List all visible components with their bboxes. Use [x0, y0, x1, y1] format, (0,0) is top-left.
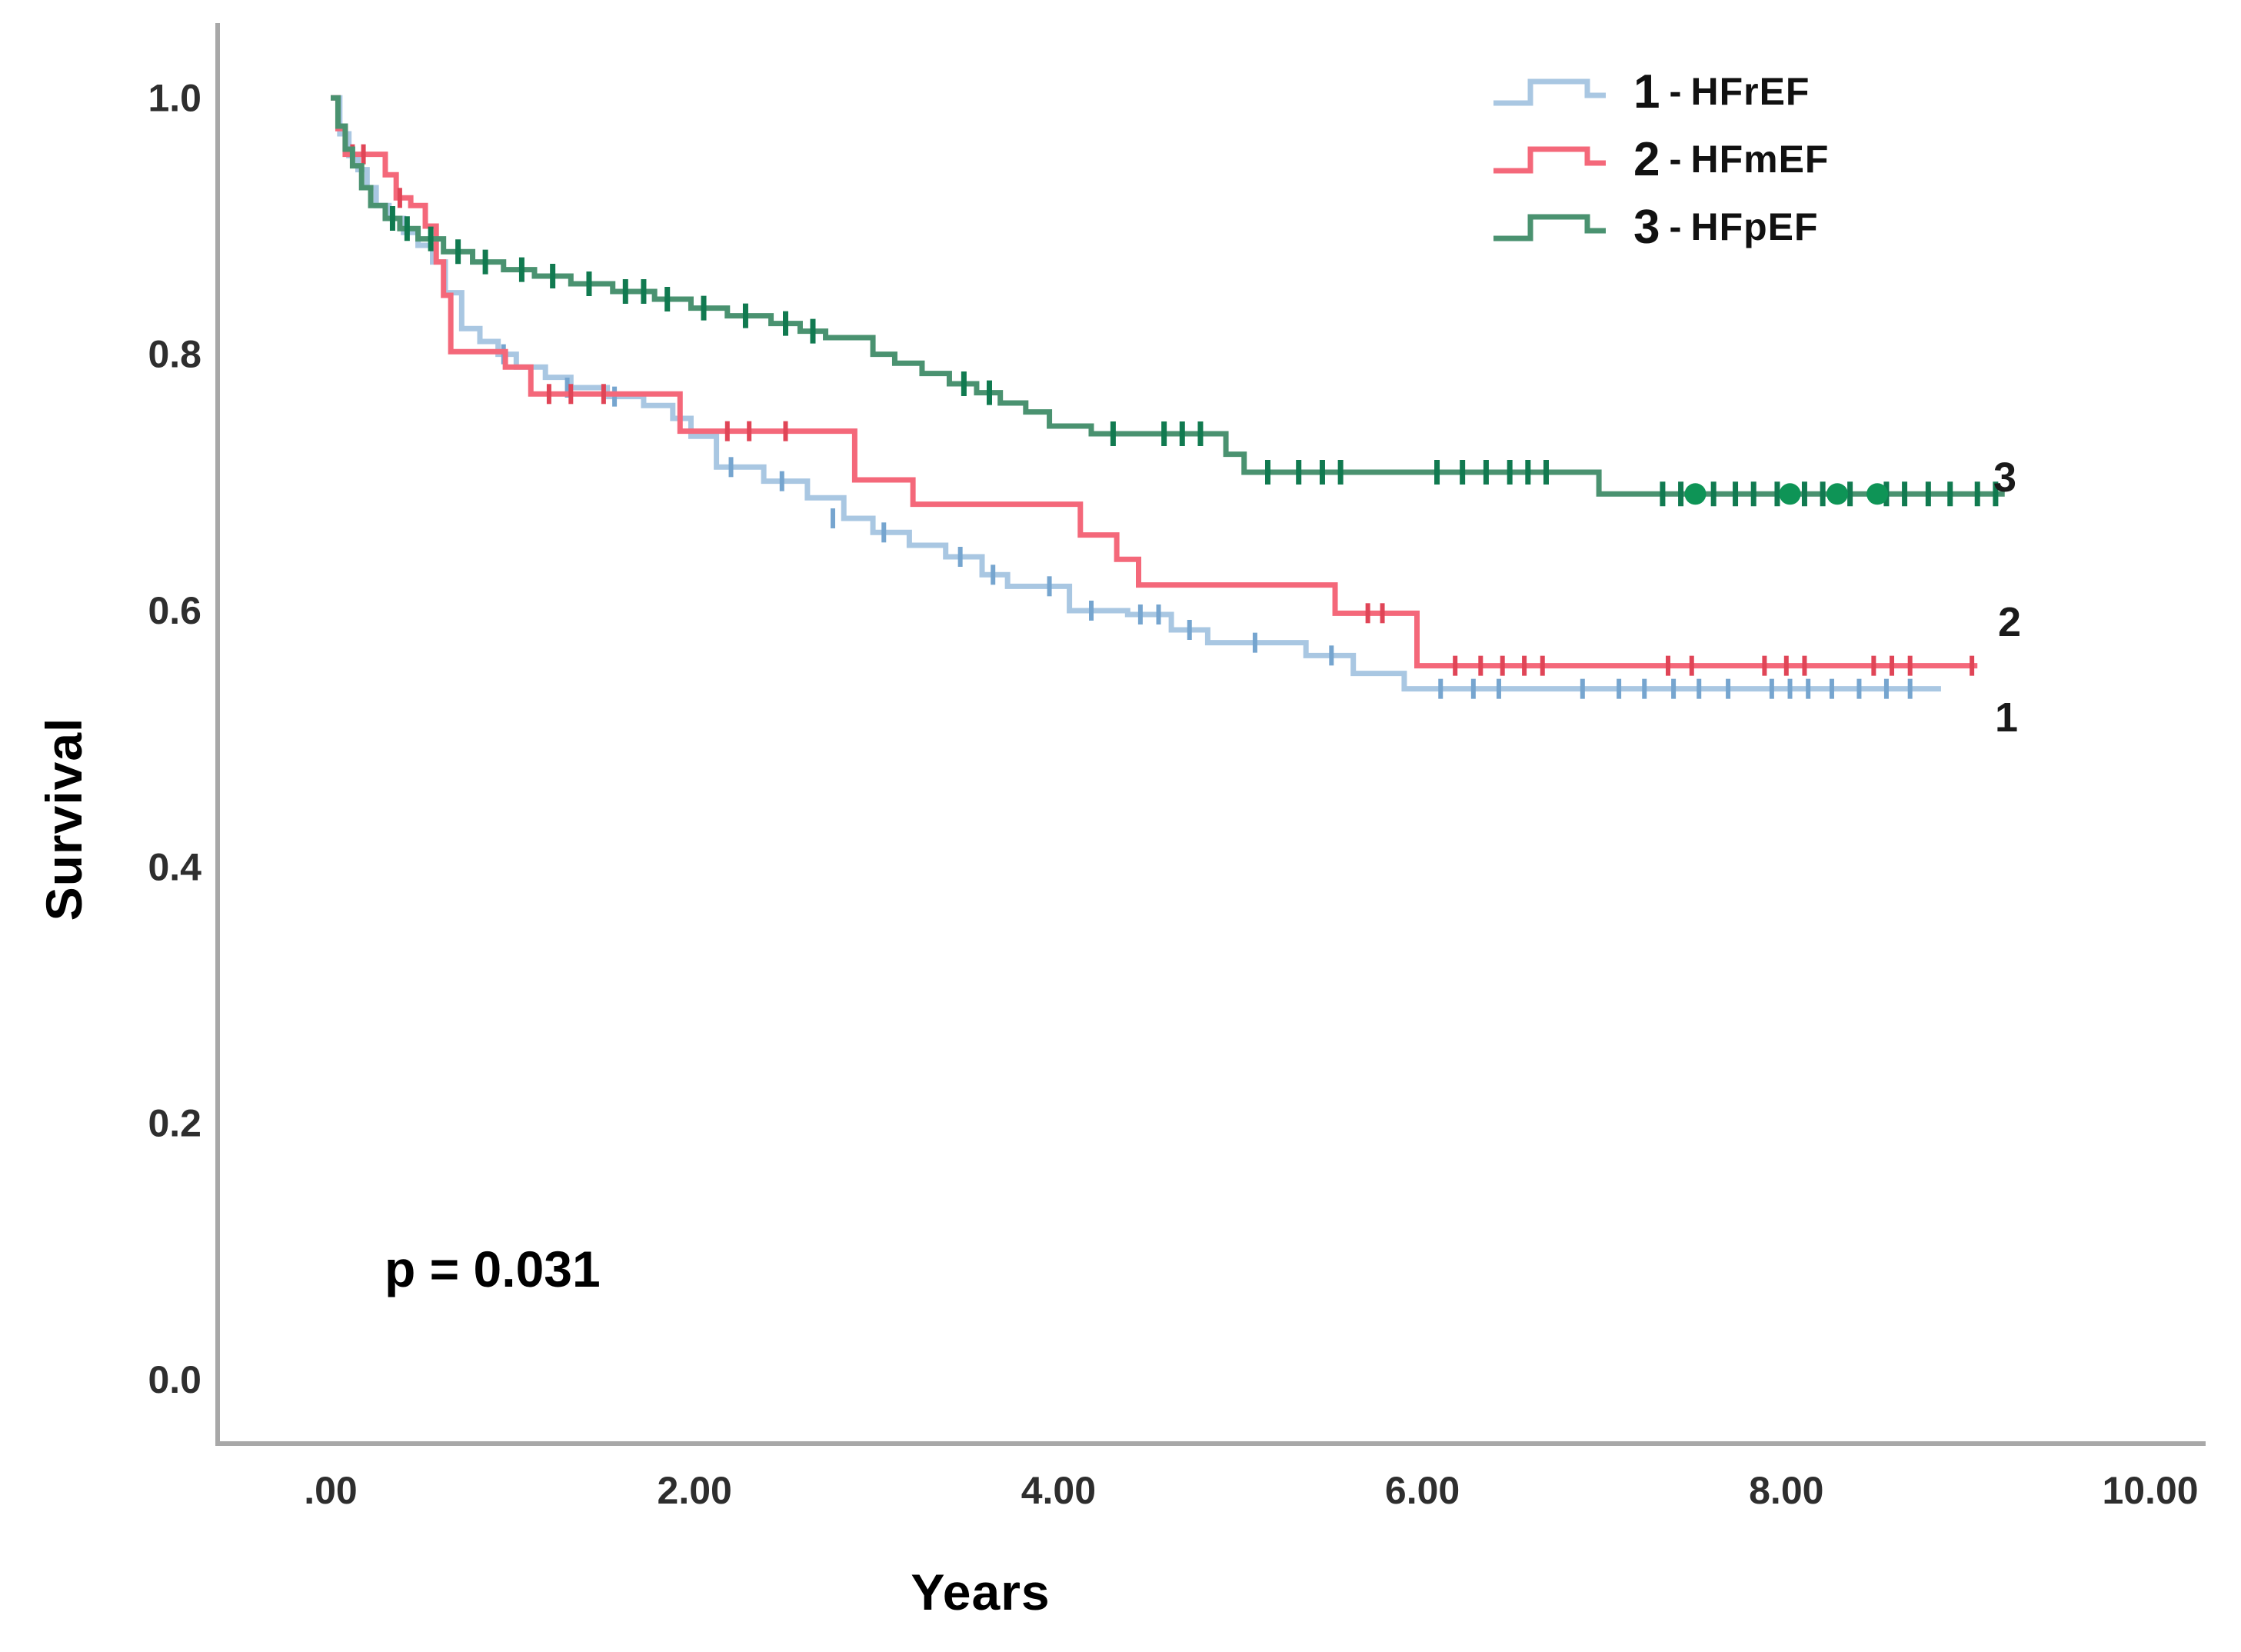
- legend-line-sample-hfref: [1493, 78, 1606, 106]
- legend-number: 3: [1633, 200, 1660, 254]
- axis-lines: [215, 23, 2206, 1446]
- x-axis-title: Years: [911, 1564, 1051, 1620]
- legend-label: HFpEF: [1690, 205, 1819, 248]
- p-value-annotation: p = 0.031: [385, 1241, 601, 1297]
- y-tick-label: 0.0: [148, 1358, 201, 1401]
- censor-cluster-dot-hfpef: [1779, 483, 1801, 505]
- survival-curve-hfpef: [331, 95, 2005, 497]
- y-axis-title: Survival: [35, 717, 92, 921]
- legend-separator: -: [1669, 206, 1682, 248]
- curve-end-label-1: 1: [1995, 694, 2019, 741]
- x-tick-label: .00: [304, 1469, 358, 1512]
- x-tick-label: 8.00: [1749, 1469, 1823, 1512]
- legend-number: 2: [1633, 132, 1660, 186]
- legend-number: 1: [1633, 65, 1660, 118]
- x-tick-label: 10.00: [2102, 1469, 2198, 1512]
- legend-item-hfmef: 2 - HFmEF: [1490, 132, 1829, 186]
- x-tick-label: 2.00: [658, 1469, 732, 1512]
- legend-label: HFrEF: [1690, 70, 1810, 113]
- legend-item-hfref: 1 - HFrEF: [1490, 65, 1810, 118]
- y-tick-label: 1.0: [148, 76, 201, 119]
- legend-item-hfpef: 3 - HFpEF: [1490, 200, 1819, 254]
- x-tick-label: 4.00: [1021, 1469, 1096, 1512]
- curve-end-label-2: 2: [1998, 599, 2022, 645]
- legend-line-sample-hfmef: [1493, 146, 1606, 174]
- x-tick-label: 6.00: [1385, 1469, 1460, 1512]
- legend-separator: -: [1669, 71, 1682, 112]
- censor-cluster-dot-hfpef: [1826, 483, 1849, 505]
- censor-cluster-dot-hfpef: [1684, 483, 1707, 505]
- legend-line-sample-hfpef: [1493, 214, 1606, 241]
- legend-label: HFmEF: [1690, 138, 1830, 181]
- y-tick-label: 0.6: [148, 589, 201, 632]
- y-tick-label: 0.4: [148, 845, 201, 888]
- censor-cluster-dot-hfpef: [1866, 483, 1889, 505]
- y-tick-label: 0.8: [148, 333, 201, 376]
- curve-end-label-3: 3: [1993, 455, 2017, 501]
- survival-curve-hfmef: [331, 95, 1978, 669]
- y-tick-label: 0.2: [148, 1102, 201, 1145]
- legend-separator: -: [1669, 138, 1682, 180]
